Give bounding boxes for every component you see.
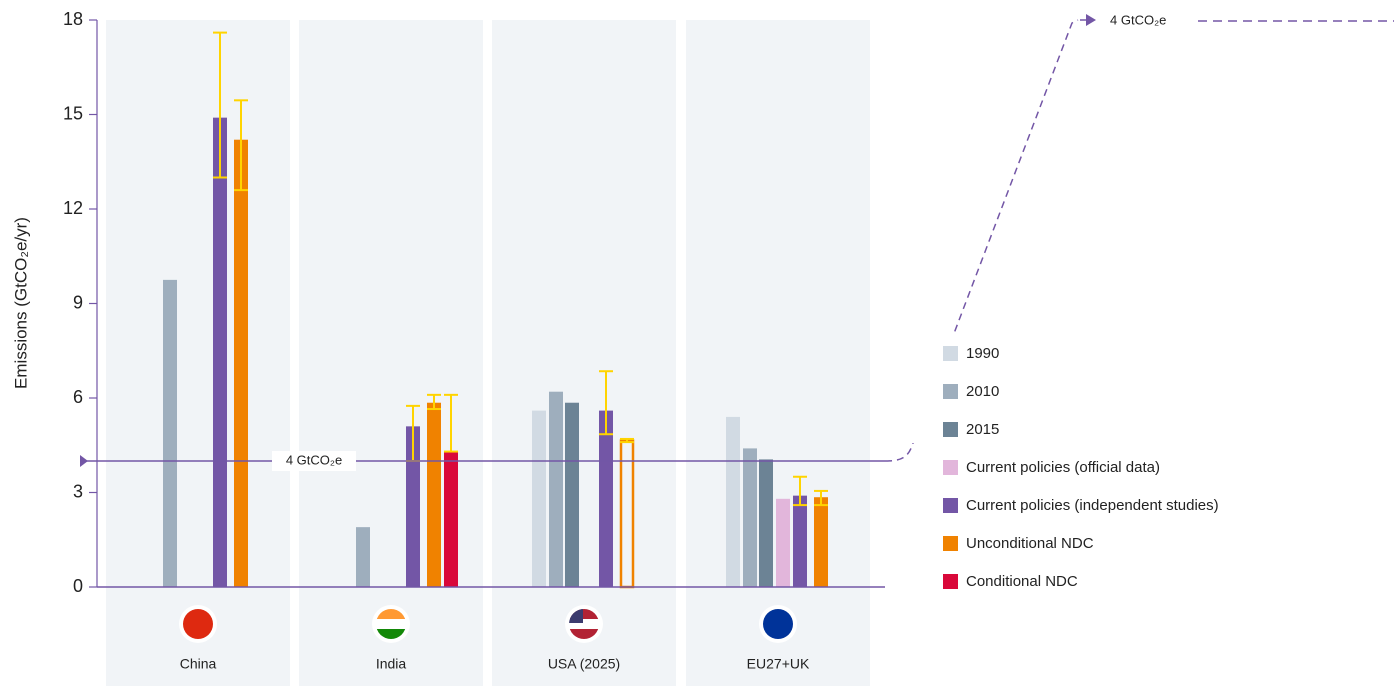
bar <box>213 117 227 588</box>
reference-arrow <box>80 455 88 467</box>
legend-swatch <box>943 384 958 399</box>
y-tick-label: 0 <box>73 576 83 596</box>
legend-label: Unconditional NDC <box>966 535 1094 552</box>
bar <box>532 410 546 587</box>
flag-stripe <box>569 609 599 619</box>
y-tick-label: 12 <box>63 198 83 218</box>
error-bar <box>444 393 458 453</box>
bar <box>599 410 613 587</box>
legend-swatch <box>943 536 958 551</box>
error-bar <box>213 31 227 179</box>
legend-label: Current policies (official data) <box>966 459 1160 476</box>
flag-stripe <box>376 619 406 629</box>
error-bar <box>427 393 441 411</box>
bar <box>549 391 563 587</box>
y-tick-label: 3 <box>73 481 83 501</box>
bar <box>776 498 790 587</box>
legend-swatch <box>943 498 958 513</box>
legend-label: 2015 <box>966 421 999 438</box>
reference-label-bg <box>272 451 356 471</box>
flag <box>376 609 406 639</box>
callout-arrow <box>1086 14 1096 26</box>
error-bar <box>620 437 634 444</box>
callout-label: 4 GtCO₂e <box>1110 12 1166 27</box>
error-bar <box>793 475 807 507</box>
y-axis-label: Emissions (GtCO₂e/yr) <box>11 217 30 389</box>
flag-stripe <box>569 629 599 639</box>
bar <box>565 402 579 587</box>
legend-swatch <box>943 460 958 475</box>
flag-stripe <box>376 629 406 639</box>
flag <box>763 609 793 639</box>
bar <box>427 402 441 587</box>
y-tick-label: 6 <box>73 387 83 407</box>
flag-stripe <box>569 619 599 629</box>
flag <box>569 609 599 639</box>
y-tick-label: 9 <box>73 292 83 312</box>
bar <box>759 459 773 587</box>
bar <box>444 451 458 587</box>
bar <box>356 527 370 587</box>
legend-swatch <box>943 422 958 437</box>
bar <box>406 426 420 587</box>
flag <box>183 609 213 639</box>
legend-swatch <box>943 346 958 361</box>
y-tick-label: 15 <box>63 103 83 123</box>
category-panel <box>106 20 290 686</box>
legend-label: Conditional NDC <box>966 573 1078 590</box>
error-bar <box>599 370 613 436</box>
error-bar <box>814 489 828 507</box>
bar <box>163 279 177 587</box>
bar <box>234 139 248 587</box>
y-tick-label: 18 <box>63 9 83 29</box>
bar <box>743 448 757 587</box>
bar <box>814 497 828 587</box>
bar <box>726 416 740 587</box>
flag-stripe <box>376 609 406 619</box>
category-panel <box>492 20 676 686</box>
legend-label: Current policies (independent studies) <box>966 497 1219 514</box>
x-tick-label: China <box>180 656 217 672</box>
x-tick-label: USA (2025) <box>548 656 620 672</box>
error-bar <box>234 99 248 192</box>
reference-label: 4 GtCO₂e <box>286 452 342 467</box>
legend-label: 2010 <box>966 383 999 400</box>
callout-line <box>884 19 1079 462</box>
x-tick-label: EU27+UK <box>747 656 810 672</box>
bar <box>793 495 807 587</box>
legend-label: 1990 <box>966 345 999 362</box>
legend-swatch <box>943 574 958 589</box>
x-tick-label: India <box>376 656 407 672</box>
